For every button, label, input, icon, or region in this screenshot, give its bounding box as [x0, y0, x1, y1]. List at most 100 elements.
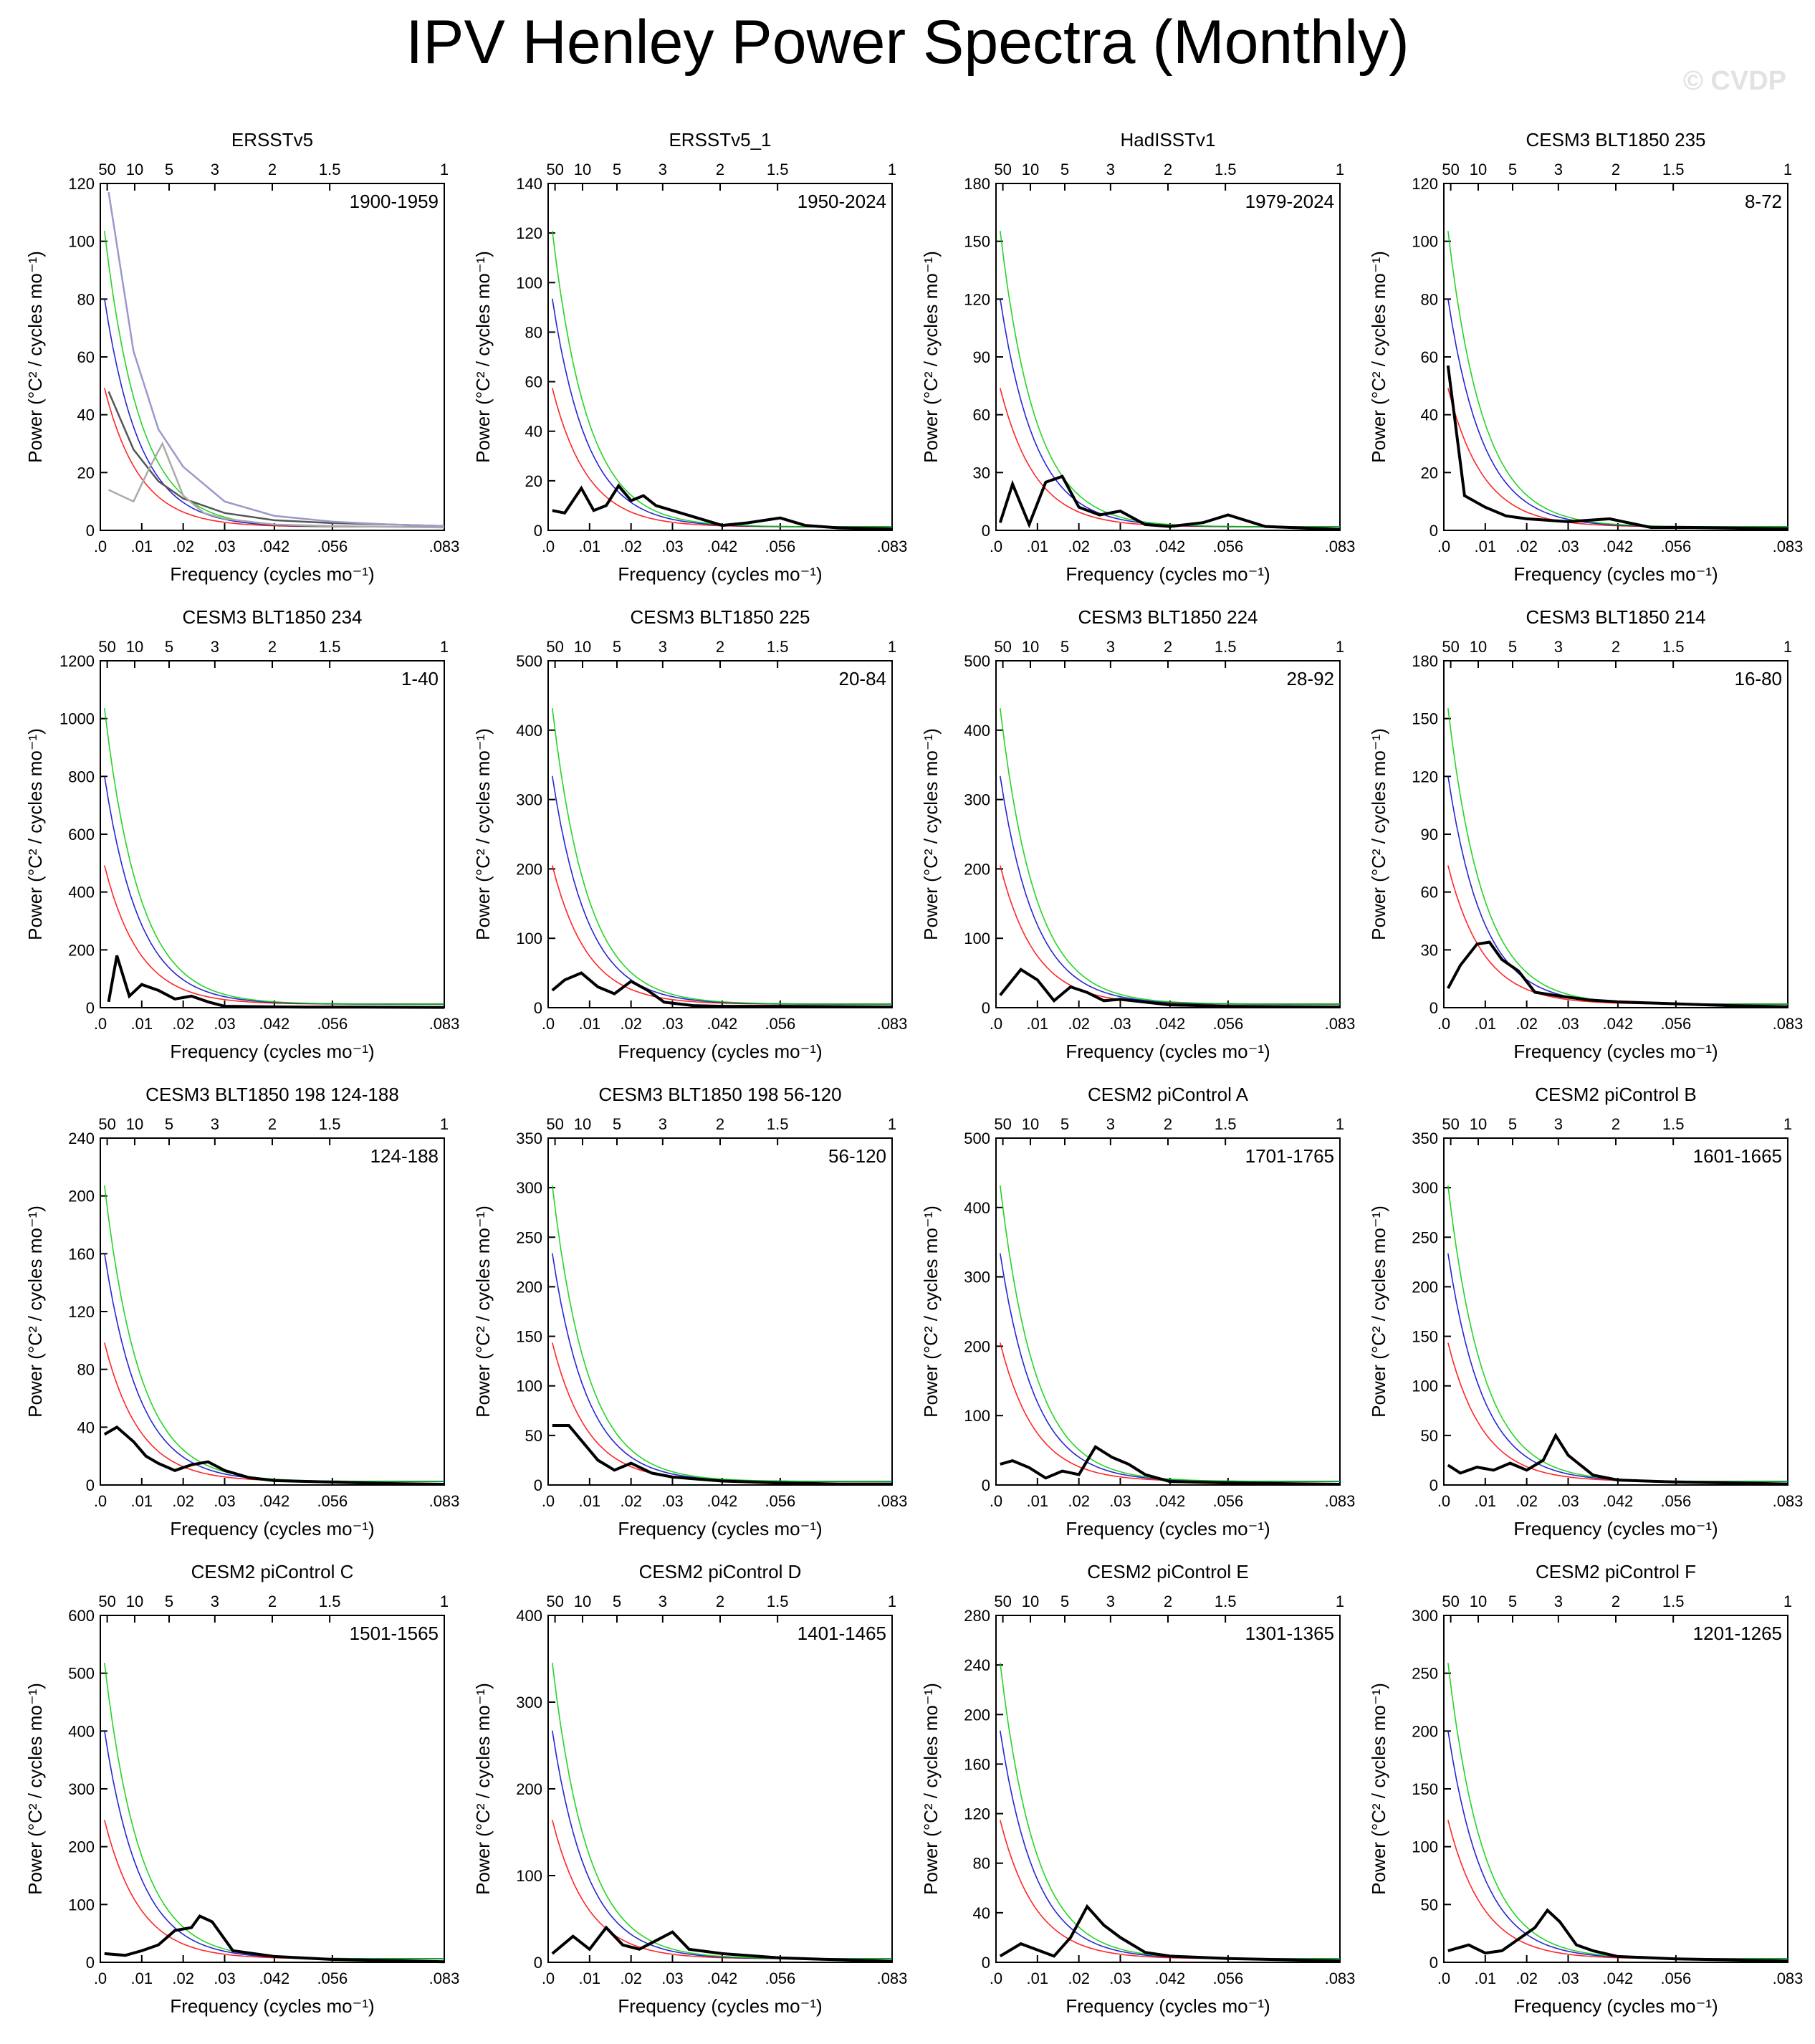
curve-95pct [1000, 298, 1340, 527]
y-axis-label: Power (°C² / cycles mo⁻¹) [472, 1683, 494, 1895]
x-axis-label: Frequency (cycles mo⁻¹) [1065, 1041, 1270, 1062]
top-tick-label: 5 [1508, 1592, 1517, 1610]
top-tick-label: 10 [1470, 161, 1487, 178]
top-tick-label: 3 [1554, 161, 1563, 178]
top-tick-label: 10 [126, 161, 143, 178]
y-tick-label: 40 [77, 406, 95, 424]
x-tick-label: .02 [1068, 1969, 1090, 1987]
panel-title: CESM2 piControl A [1088, 1084, 1249, 1105]
x-tick-label: .056 [317, 1015, 348, 1033]
top-tick-label: 3 [211, 638, 219, 656]
series-line [1000, 1445, 1341, 1486]
y-tick-label: 50 [525, 1427, 542, 1445]
top-tick-label: 5 [613, 1592, 621, 1610]
y-tick-label: 250 [1412, 1228, 1438, 1246]
x-tick-label: .0 [94, 1969, 107, 1987]
top-tick-label: 3 [659, 161, 667, 178]
y-tick-label: 100 [1412, 1377, 1438, 1395]
y-tick-label: 60 [525, 373, 542, 391]
top-tick-label: 5 [613, 1115, 621, 1133]
x-tick-label: .042 [1602, 1492, 1633, 1510]
y-tick-label: 150 [964, 233, 990, 251]
y-tick-label: 600 [68, 1607, 95, 1625]
plot-frame [100, 660, 445, 1008]
y-tick-label: 80 [525, 323, 542, 341]
y-tick-label: 100 [964, 930, 990, 947]
y-tick-label: 240 [964, 1656, 990, 1674]
top-tick-label: 50 [98, 638, 115, 656]
x-axis-label: Frequency (cycles mo⁻¹) [618, 1041, 822, 1062]
y-tick-label: 300 [964, 791, 990, 809]
x-tick-label: .0 [542, 1492, 555, 1510]
top-tick-label: 50 [1442, 638, 1459, 656]
plot-frame [995, 660, 1341, 1008]
panel-title: ERSSTv5_1 [669, 129, 771, 151]
y-tick-label: 0 [1430, 1476, 1438, 1494]
x-tick-label: .02 [620, 1969, 642, 1987]
x-tick-label: .083 [877, 1969, 908, 1987]
top-tick-label: 10 [1470, 638, 1487, 656]
y-tick-label: 80 [973, 1855, 990, 1873]
panel-title: CESM2 piControl C [191, 1561, 354, 1582]
x-tick-label: .03 [1109, 1015, 1131, 1033]
x-tick-label: .042 [1154, 1492, 1185, 1510]
top-tick-label: 50 [98, 1592, 115, 1610]
x-tick-label: .01 [579, 1015, 601, 1033]
y-axis-label: Power (°C² / cycles mo⁻¹) [1368, 1205, 1389, 1418]
x-tick-label: .01 [1027, 1969, 1049, 1987]
y-tick-label: 60 [973, 406, 990, 424]
top-tick-label: 5 [1508, 1115, 1517, 1133]
x-tick-label: .056 [1212, 1969, 1243, 1987]
y-tick-label: 100 [516, 1377, 542, 1395]
y-tick-label: 250 [1412, 1665, 1438, 1683]
x-tick-label: .042 [707, 1015, 737, 1033]
x-tick-label: .056 [765, 1015, 795, 1033]
x-tick-label: .083 [1325, 1969, 1356, 1987]
top-tick-label: 1.5 [1215, 1115, 1237, 1133]
x-tick-label: .056 [765, 1969, 795, 1987]
y-tick-label: 300 [516, 1694, 542, 1711]
y-tick-label: 100 [516, 274, 542, 292]
plot-frame [100, 183, 445, 531]
y-tick-label: 300 [68, 1780, 95, 1798]
x-tick-label: .01 [579, 538, 601, 555]
x-tick-label: .01 [131, 1969, 153, 1987]
x-tick-label: .0 [94, 1492, 107, 1510]
x-axis-label: Frequency (cycles mo⁻¹) [170, 1518, 374, 1539]
y-tick-label: 0 [86, 1954, 95, 1972]
top-tick-label: 50 [546, 1592, 563, 1610]
top-tick-label: 5 [1508, 161, 1517, 178]
y-tick-label: 90 [973, 348, 990, 366]
y-tick-label: 90 [1421, 826, 1438, 844]
top-tick-label: 50 [994, 1115, 1011, 1133]
x-tick-label: .01 [131, 538, 153, 555]
y-tick-label: 200 [1412, 1722, 1438, 1740]
top-tick-label: 3 [211, 1115, 219, 1133]
top-tick-label: 1 [1336, 638, 1344, 656]
top-tick-label: 1.5 [1215, 638, 1237, 656]
x-tick-label: .056 [765, 1492, 795, 1510]
x-tick-label: .03 [214, 1015, 236, 1033]
y-tick-label: 200 [68, 941, 95, 959]
top-tick-label: 1 [1783, 638, 1792, 656]
y-tick-label: 0 [1430, 999, 1438, 1017]
top-tick-label: 1.5 [1662, 161, 1685, 178]
top-tick-label: 1 [1336, 1592, 1344, 1610]
top-tick-label: 1.5 [767, 1115, 789, 1133]
top-tick-label: 50 [1442, 161, 1459, 178]
top-tick-label: 50 [98, 1115, 115, 1133]
y-tick-label: 0 [982, 1954, 990, 1972]
y-tick-label: 400 [68, 884, 95, 902]
top-tick-label: 3 [1106, 161, 1115, 178]
top-tick-label: 1.5 [1662, 1592, 1685, 1610]
y-axis-label: Power (°C² / cycles mo⁻¹) [24, 1205, 46, 1418]
y-tick-label: 500 [964, 1130, 990, 1147]
series-line [999, 1904, 1341, 1963]
x-tick-label: .083 [877, 1492, 908, 1510]
period-label: 16-80 [1735, 668, 1783, 689]
x-tick-label: .03 [1109, 1492, 1131, 1510]
x-tick-label: .042 [1154, 1969, 1185, 1987]
top-tick-label: 10 [1022, 1115, 1039, 1133]
x-tick-label: .056 [765, 538, 795, 555]
y-tick-label: 40 [1421, 406, 1438, 424]
